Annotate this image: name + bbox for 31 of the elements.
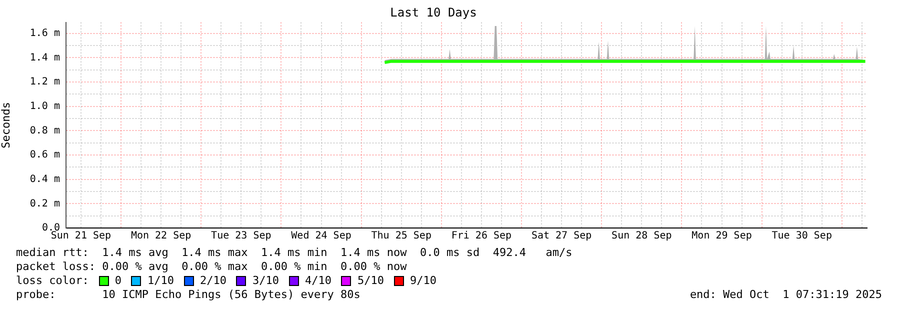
y-tick-label: 0.8 m (30, 125, 60, 136)
y-tick-label: 1.4 m (30, 52, 60, 64)
y-tick-label: 0.6 m (30, 150, 60, 161)
y-axis-title: Seconds (0, 102, 12, 148)
x-tick-label: Fri 26 Sep (451, 230, 512, 242)
legend-label: 2/10 (200, 274, 226, 288)
legend-label: 5/10 (357, 274, 384, 288)
y-tick-label: 0.2 m (30, 198, 60, 210)
x-tick-label: Mon 22 Sep (130, 230, 192, 242)
legend-label: 0 (114, 274, 122, 288)
legend-label: 3/10 (252, 274, 279, 288)
x-tick-label: Sun 28 Sep (612, 230, 672, 242)
text: median rtt: 1.4 ms avg 1.4 ms max 1.4 ms min 1.4 ms now 0.0 ms sd 492.4 am/s (16, 246, 572, 260)
legend-label: 1/10 (147, 274, 174, 288)
legend-label: 9/10 (410, 274, 436, 288)
y-tick-label: 1.2 m (30, 76, 60, 88)
text: end: Wed Oct 1 07:31:19 2025 (690, 288, 882, 302)
y-tick-label: 0.4 m (30, 174, 60, 185)
x-tick-label: Tue 23 Sep (211, 230, 272, 242)
legend-label: 4/10 (304, 274, 332, 288)
x-tick-label: Thu 25 Sep (371, 230, 432, 242)
x-tick-label: Tue 30 Sep (772, 230, 832, 242)
x-tick-label: Sat 27 Sep (531, 230, 592, 242)
chart-title: Last 10 Days (390, 5, 477, 20)
x-tick-label: Wed 24 Sep (291, 230, 352, 242)
text: packet loss: 0.00 % avg 0.00 % max 0.00 % min 0.00 % now (16, 260, 407, 274)
y-tick-label: 1.6 m (30, 28, 60, 39)
y-tick-label: 1.0 m (30, 100, 60, 112)
text: probe: 10 ICMP Echo Pings (56 Bytes) every 80s (16, 288, 360, 302)
legend-title: loss color: (16, 274, 89, 288)
x-tick-label: Mon 29 Sep (692, 230, 752, 242)
